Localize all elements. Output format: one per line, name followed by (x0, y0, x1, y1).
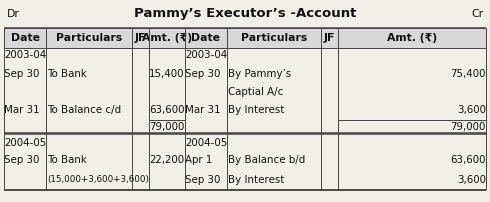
Text: Date: Date (192, 33, 220, 43)
Text: Particulars: Particulars (241, 33, 307, 43)
Text: Apr 1: Apr 1 (185, 155, 213, 165)
Text: Mar 31: Mar 31 (185, 105, 221, 115)
Text: Date: Date (11, 33, 40, 43)
Text: By Pammy’s: By Pammy’s (228, 69, 291, 79)
Text: 2004-05: 2004-05 (185, 138, 227, 148)
Text: Pammy’s Executor’s ‐Account: Pammy’s Executor’s ‐Account (134, 7, 356, 20)
Text: By Balance b/d: By Balance b/d (228, 155, 305, 165)
Text: 79,000: 79,000 (450, 122, 486, 132)
Text: To Bank: To Bank (47, 155, 87, 165)
Text: By Interest: By Interest (228, 105, 284, 115)
Text: 75,400: 75,400 (450, 69, 486, 79)
Text: 63,600: 63,600 (149, 105, 185, 115)
Text: Amt. (₹): Amt. (₹) (387, 33, 437, 43)
Bar (4, 28, 486, 47)
Text: Sep 30: Sep 30 (185, 175, 220, 185)
Text: 3,600: 3,600 (457, 175, 486, 185)
Text: Sep 30: Sep 30 (185, 69, 220, 79)
Text: Mar 31: Mar 31 (4, 105, 40, 115)
Text: Sep 30: Sep 30 (4, 155, 40, 165)
Text: Cr: Cr (471, 9, 483, 19)
Text: 22,200: 22,200 (149, 155, 185, 165)
Text: Amt. (₹): Amt. (₹) (142, 33, 192, 43)
Text: 15,400: 15,400 (149, 69, 185, 79)
Text: Particulars: Particulars (56, 33, 122, 43)
Text: By Interest: By Interest (228, 175, 284, 185)
Text: To Balance c/d: To Balance c/d (47, 105, 121, 115)
Text: 79,000: 79,000 (149, 122, 185, 132)
Text: Captial A/c: Captial A/c (228, 87, 283, 97)
Text: (15,000+3,600+3,600): (15,000+3,600+3,600) (47, 175, 149, 184)
Text: JF: JF (135, 33, 146, 43)
Text: Sep 30: Sep 30 (4, 69, 40, 79)
Text: 2003-04: 2003-04 (4, 50, 47, 60)
Text: 63,600: 63,600 (450, 155, 486, 165)
Text: Dr: Dr (7, 9, 20, 19)
Text: 3,600: 3,600 (457, 105, 486, 115)
Text: To Bank: To Bank (47, 69, 87, 79)
Text: JF: JF (324, 33, 335, 43)
Text: 2004-05: 2004-05 (4, 138, 47, 148)
Text: 2003-04: 2003-04 (185, 50, 227, 60)
